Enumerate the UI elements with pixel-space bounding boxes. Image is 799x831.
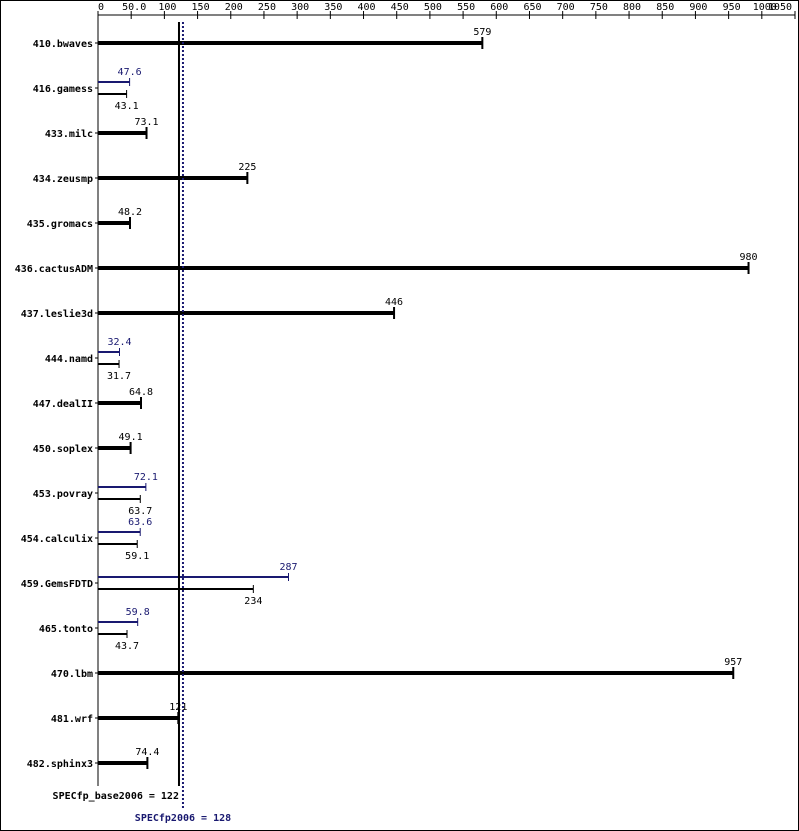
peak-label: 59.8: [126, 607, 150, 618]
base-label: 234: [244, 596, 262, 607]
x-tick-label: 500: [424, 2, 442, 13]
x-tick-label: 250: [258, 2, 276, 13]
benchmark-name: 436.cactusADM: [15, 264, 93, 275]
benchmark-name: 470.lbm: [51, 669, 93, 680]
x-tick-label: 800: [623, 2, 641, 13]
x-tick-label: 600: [490, 2, 508, 13]
peak-label: 287: [279, 562, 297, 573]
value-label: 225: [238, 162, 256, 173]
base-label: 59.1: [125, 551, 149, 562]
benchmark-name: 410.bwaves: [33, 39, 93, 50]
x-tick-label: 700: [557, 2, 575, 13]
value-label: 48.2: [118, 207, 142, 218]
x-tick-label: 100: [158, 2, 176, 13]
benchmark-name: 450.soplex: [33, 444, 93, 455]
x-tick-label: 450: [391, 2, 409, 13]
x-tick-label: 900: [689, 2, 707, 13]
benchmark-name: 482.sphinx3: [27, 758, 93, 770]
x-tick-label: 200: [225, 2, 243, 13]
base-label: 31.7: [107, 371, 131, 382]
x-tick-label: 400: [357, 2, 375, 13]
benchmark-name: 444.namd: [45, 354, 93, 365]
benchmark-name: 454.calculix: [21, 533, 93, 545]
base-label: 63.7: [128, 506, 152, 517]
x-tick-label: 300: [291, 2, 309, 13]
reference-label: SPECfp2006 = 128: [135, 813, 231, 824]
x-tick-label: 650: [523, 2, 541, 13]
x-tick-label: 750: [590, 2, 608, 13]
value-label: 49.1: [119, 432, 143, 443]
value-label: 980: [740, 252, 758, 263]
benchmark-name: 453.povray: [33, 489, 93, 500]
benchmark-name: 459.GemsFDTD: [21, 579, 93, 590]
x-tick-label: 350: [324, 2, 342, 13]
reference-label: SPECfp_base2006 = 122: [53, 791, 179, 802]
x-tick-label: 950: [723, 2, 741, 13]
value-label: 74.4: [135, 747, 159, 758]
x-tick-label: 550: [457, 2, 475, 13]
base-label: 43.7: [115, 641, 139, 652]
x-tick-label: 50.0: [122, 2, 146, 13]
value-label: 957: [724, 657, 742, 668]
benchmark-name: 481.wrf: [51, 714, 93, 725]
base-label: 43.1: [115, 101, 139, 112]
benchmark-name: 465.tonto: [39, 624, 93, 635]
x-tick-label: 1000: [753, 2, 777, 13]
benchmark-name: 437.leslie3d: [21, 308, 93, 320]
peak-label: 47.6: [118, 67, 142, 78]
value-label: 73.1: [134, 117, 158, 128]
value-label: 579: [473, 27, 491, 38]
value-label: 446: [385, 297, 403, 308]
x-tick-label: 1050: [768, 2, 792, 13]
benchmark-name: 416.gamess: [33, 84, 93, 95]
x-tick-label: 850: [656, 2, 674, 13]
x-tick-label: 150: [192, 2, 210, 13]
peak-label: 32.4: [107, 337, 131, 348]
benchmark-name: 447.dealII: [33, 399, 93, 410]
benchmark-name: 433.milc: [45, 128, 93, 140]
value-label: 64.8: [129, 387, 153, 398]
x-tick-label: 0: [98, 2, 104, 13]
peak-label: 72.1: [134, 472, 158, 483]
benchmark-name: 434.zeusmp: [33, 174, 93, 185]
benchmark-name: 435.gromacs: [27, 219, 93, 230]
peak-label: 63.6: [128, 517, 152, 528]
